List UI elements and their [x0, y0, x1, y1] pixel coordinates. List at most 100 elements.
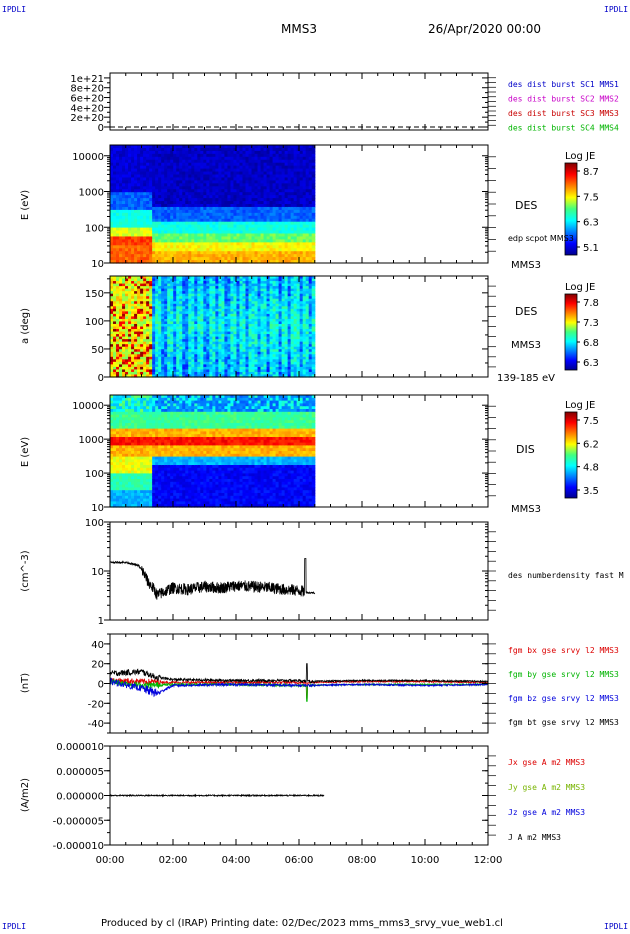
- p3-cell: [206, 331, 210, 335]
- p3-cell: [164, 369, 168, 373]
- p3-cell: [200, 329, 204, 333]
- p3-cell: [269, 303, 274, 307]
- p3-cell: [149, 339, 153, 343]
- p3-cell: [233, 331, 238, 335]
- p3-cell: [173, 336, 177, 340]
- p2-cell: [272, 198, 277, 202]
- p3-cell: [194, 366, 198, 371]
- p2-cell: [170, 171, 174, 176]
- p2-cell: [194, 180, 198, 184]
- p3-cell: [119, 366, 123, 371]
- p3-cell: [263, 334, 268, 338]
- p3-cell: [176, 303, 180, 307]
- p3-cell: [233, 339, 238, 343]
- p2-cell: [305, 212, 310, 217]
- p3-cell: [119, 364, 123, 368]
- p2-cell: [224, 162, 229, 167]
- p2-cell: [146, 224, 150, 229]
- p2-cell: [167, 245, 171, 249]
- p2-cell: [269, 204, 274, 208]
- p3-cell: [245, 311, 250, 315]
- p3-cell: [233, 286, 238, 290]
- p2-cell: [203, 145, 207, 149]
- p2-cell: [122, 192, 126, 196]
- p2-cell: [152, 174, 156, 179]
- p3-cell: [149, 329, 153, 333]
- p2-cell: [137, 186, 141, 190]
- p2-cell: [254, 156, 259, 161]
- p2-cell: [116, 174, 120, 179]
- p2-cell: [272, 177, 277, 181]
- p2-cell: [290, 233, 295, 238]
- p3-cell: [137, 334, 141, 338]
- p2-cell: [125, 254, 129, 258]
- p3-cell: [269, 339, 274, 343]
- p2-cell: [182, 180, 186, 184]
- p3-cell: [176, 286, 180, 290]
- p2-cell: [149, 233, 153, 238]
- p3-cell: [230, 364, 235, 368]
- p3-cell: [110, 369, 114, 373]
- p2-cell: [134, 153, 138, 158]
- p3-cell: [245, 286, 250, 290]
- p3-cell: [110, 288, 114, 292]
- p2-cell: [149, 159, 153, 164]
- p3-cell: [224, 321, 229, 325]
- p2-cell: [239, 168, 244, 173]
- p3-cell: [179, 344, 183, 348]
- p2-cell: [239, 206, 244, 211]
- p2-cell: [242, 150, 247, 155]
- p2-cell: [236, 195, 241, 199]
- p3-cell: [206, 323, 210, 328]
- p3-cell: [212, 306, 216, 310]
- p3-cell: [122, 291, 126, 295]
- p2-cell: [179, 186, 183, 190]
- p3-cell: [179, 283, 183, 287]
- p3-cell: [158, 349, 162, 353]
- p3-cell: [191, 293, 195, 297]
- p3-cell: [242, 346, 247, 350]
- p3-cell: [257, 308, 262, 312]
- p2-cell: [281, 186, 286, 190]
- p3-cell: [170, 308, 174, 312]
- p3-cell: [125, 311, 129, 315]
- p2-cell: [131, 189, 135, 193]
- p2-cell: [305, 204, 310, 208]
- p2-cell: [299, 204, 304, 208]
- p2-cell: [239, 209, 244, 214]
- p2-cell: [176, 254, 180, 258]
- p3-cell: [140, 286, 144, 290]
- p2-cell: [149, 251, 153, 255]
- p3-cell: [182, 356, 186, 360]
- p3-cell: [215, 339, 219, 343]
- p3-cell: [221, 296, 226, 300]
- p3-cell: [275, 354, 280, 358]
- p3-cell: [173, 308, 177, 312]
- p2-cell: [194, 248, 198, 252]
- p2-cell: [194, 230, 198, 235]
- p3-cell: [200, 344, 204, 348]
- p2-cell: [203, 242, 207, 246]
- p2-cell: [254, 239, 259, 243]
- p2-cell: [188, 239, 192, 243]
- p3-cell: [134, 321, 138, 325]
- p3-cell: [110, 293, 114, 297]
- p3-cell: [161, 326, 165, 330]
- p2-cell: [284, 150, 289, 155]
- p3-cell: [257, 346, 262, 350]
- p2-cell: [284, 233, 289, 238]
- p3-cell: [119, 321, 123, 325]
- p2-cell: [311, 201, 316, 205]
- p2-cell: [266, 227, 271, 232]
- p2-cell: [200, 162, 204, 167]
- p2-cell: [140, 242, 144, 246]
- p2-cell: [188, 189, 192, 193]
- p3-cell: [113, 329, 117, 333]
- p2-cell: [299, 242, 304, 246]
- p2-cell: [299, 174, 304, 179]
- p3-cell: [242, 308, 247, 312]
- p2-cell: [146, 150, 150, 155]
- p3-cell: [275, 296, 280, 300]
- p3-cell: [254, 303, 259, 307]
- p2-cell: [260, 171, 265, 176]
